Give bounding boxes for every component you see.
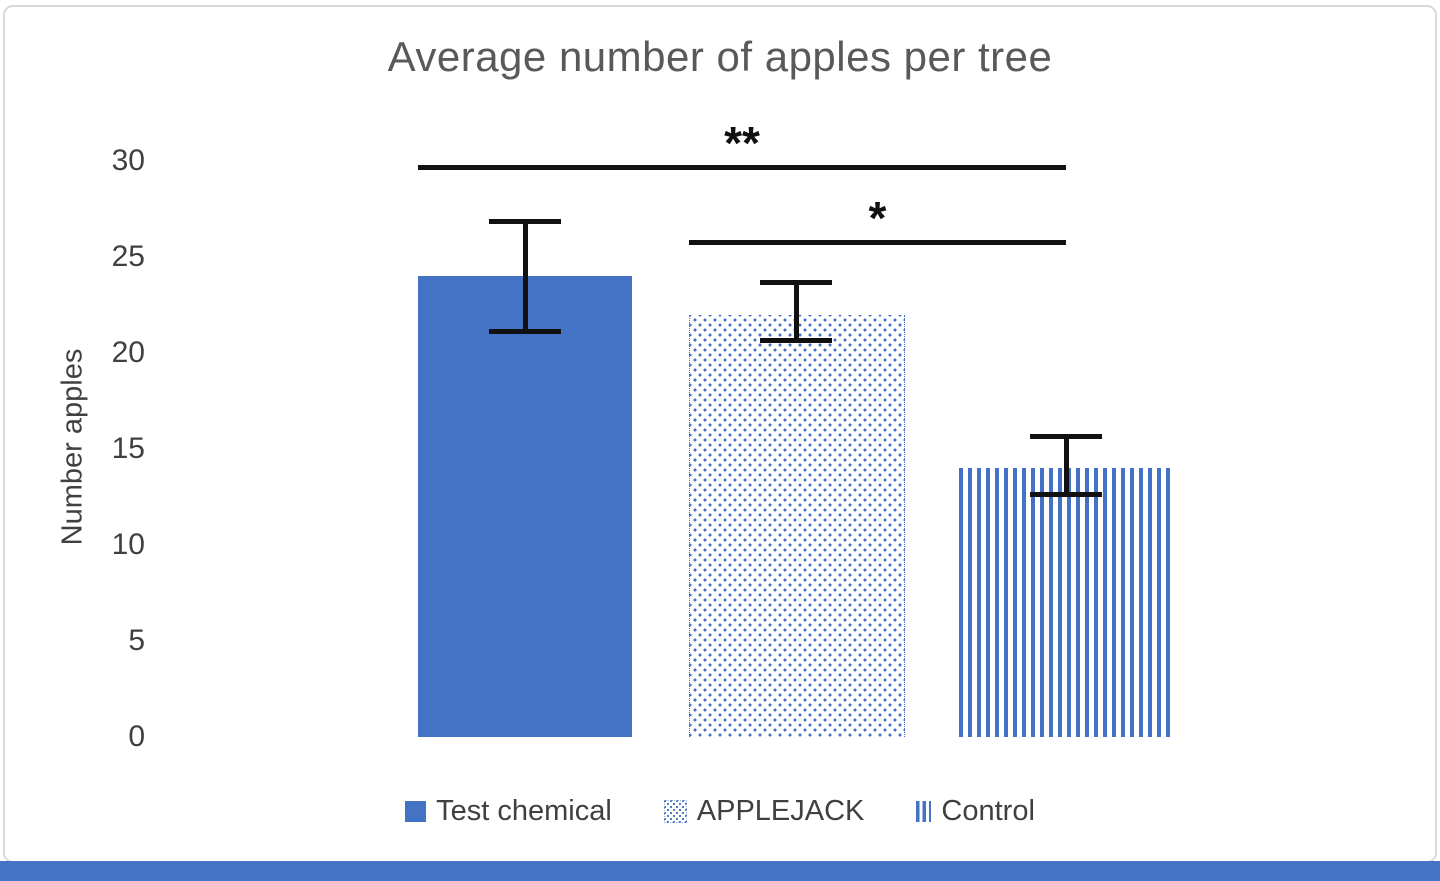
legend-item-test-chemical: Test chemical bbox=[405, 795, 612, 828]
error-bar-test-chemical bbox=[489, 218, 561, 334]
y-tick-label-25: 25 bbox=[111, 240, 145, 273]
significance-line-1 bbox=[418, 164, 1066, 170]
significance-label-2: * bbox=[868, 191, 887, 244]
error-bar-cap-bottom bbox=[760, 338, 832, 344]
legend-swatch-solid-icon bbox=[405, 801, 427, 822]
error-bar-line bbox=[793, 280, 799, 344]
legend-item-label: Test chemical bbox=[436, 795, 612, 827]
legend: Test chemical APPLEJACK Control bbox=[125, 795, 1315, 828]
legend-item-label: Control bbox=[941, 795, 1035, 827]
significance-line-2 bbox=[689, 239, 1066, 245]
y-tick-label-10: 10 bbox=[111, 528, 145, 561]
y-tick-label-0: 0 bbox=[128, 720, 145, 753]
bar-applejack bbox=[689, 314, 905, 737]
error-bar-applejack bbox=[760, 280, 832, 344]
bar-test-chemical bbox=[418, 276, 632, 737]
bar-control bbox=[959, 468, 1173, 737]
window-edge-strip bbox=[0, 861, 1440, 881]
y-tick-label-30: 30 bbox=[111, 144, 145, 177]
y-tick-label-15: 15 bbox=[111, 432, 145, 465]
error-bar-control bbox=[1030, 433, 1102, 497]
legend-item-applejack: APPLEJACK bbox=[663, 795, 865, 828]
legend-item-control: Control bbox=[916, 795, 1035, 828]
chart-title: Average number of apples per tree bbox=[387, 33, 1053, 80]
error-bar-cap-top bbox=[489, 218, 561, 224]
y-tick-label-5: 5 bbox=[128, 624, 145, 657]
chart-card: Average number of apples per tree Number… bbox=[3, 5, 1437, 863]
legend-swatch-dots-icon bbox=[663, 800, 687, 823]
legend-swatch-vertical-stripes-icon bbox=[916, 801, 932, 822]
significance-label-1: ** bbox=[724, 116, 760, 169]
error-bar-cap-bottom bbox=[1030, 491, 1102, 497]
error-bar-cap-top bbox=[1030, 433, 1102, 439]
error-bar-cap-bottom bbox=[489, 328, 561, 334]
error-bar-line bbox=[1063, 433, 1069, 497]
legend-item-label: APPLEJACK bbox=[696, 795, 865, 827]
y-tick-label-20: 20 bbox=[111, 336, 145, 369]
error-bar-line bbox=[522, 218, 528, 334]
plot-area: 30 25 20 15 10 5 0 ** * bbox=[5, 7, 1435, 861]
error-bar-cap-top bbox=[760, 280, 832, 286]
